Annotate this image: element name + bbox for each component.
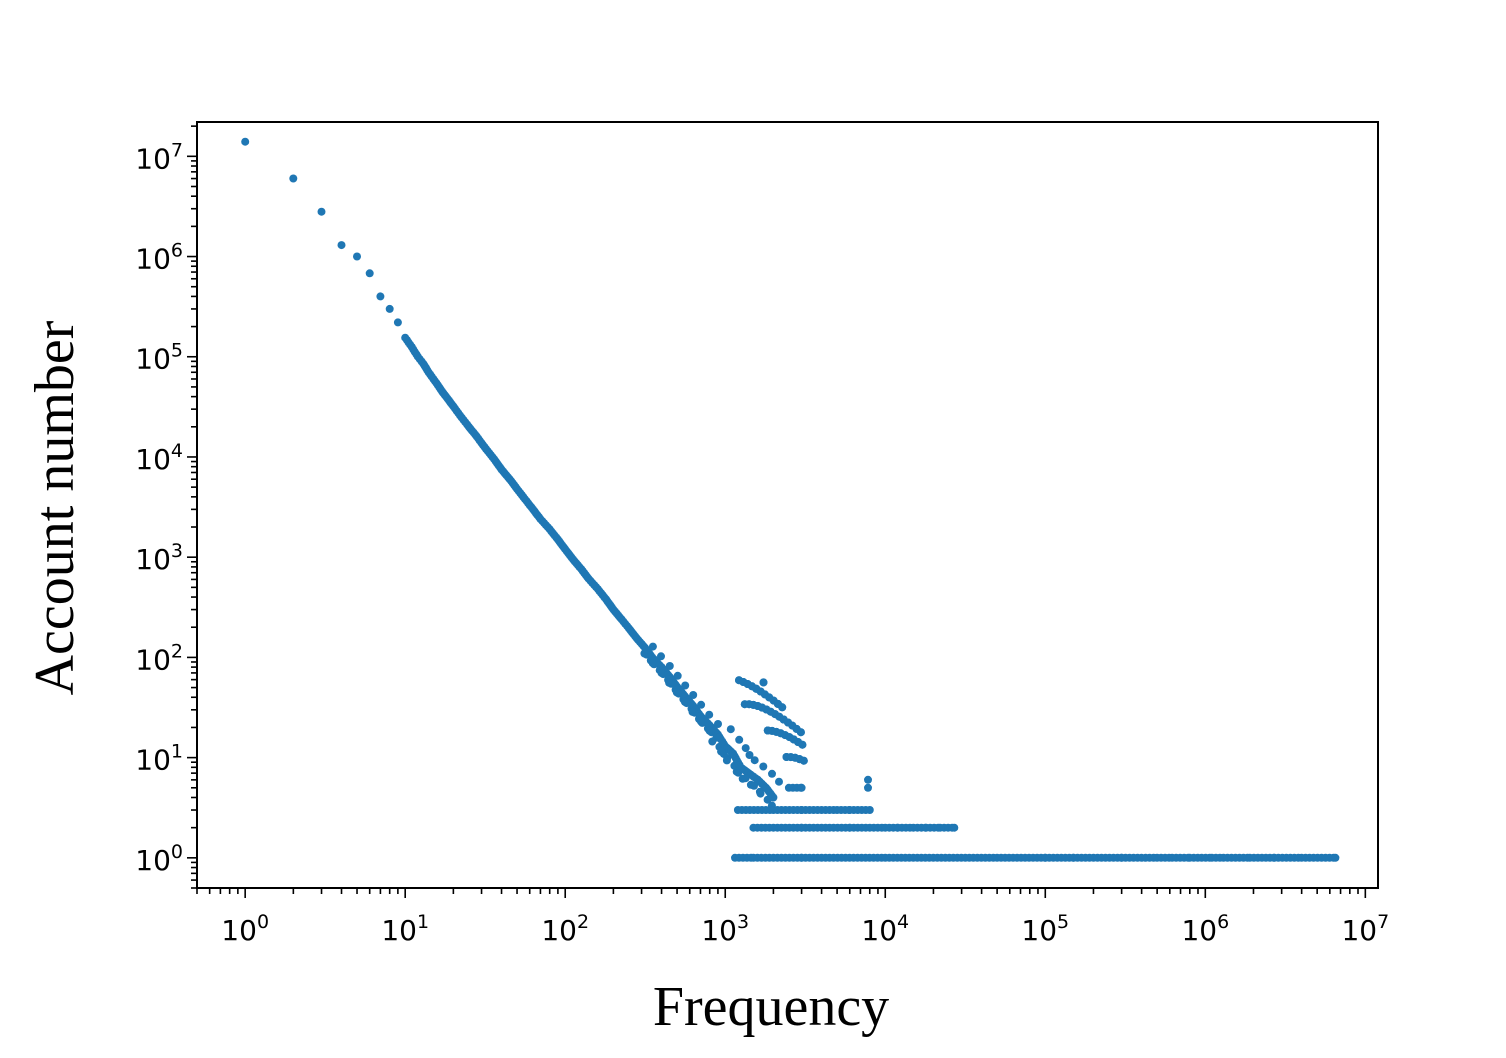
data-point — [337, 241, 346, 250]
data-point-fill — [768, 769, 776, 778]
data-point-fill — [665, 662, 674, 670]
data-point-fill — [697, 717, 705, 726]
data-point-noise — [763, 726, 772, 735]
x-tick-label: 101 — [381, 911, 429, 947]
data-point-fill — [735, 735, 744, 744]
x-tick-label: 104 — [861, 911, 909, 947]
data-point — [241, 137, 250, 146]
data-point-noise — [789, 735, 798, 744]
y-tick-label: 102 — [135, 640, 183, 676]
data-point-fill — [759, 762, 768, 771]
data-point — [365, 269, 374, 278]
data-point-noise — [779, 715, 788, 724]
x-tick-label: 103 — [701, 911, 749, 947]
data-point-noise — [759, 678, 768, 687]
data-point-fill — [657, 652, 665, 661]
axis-ticks — [187, 125, 1367, 898]
x-tick-label: 100 — [221, 911, 269, 947]
data-point-noise — [773, 699, 782, 708]
data-point-fill — [750, 781, 758, 790]
data-point-noise — [758, 703, 766, 712]
data-point-noise — [795, 755, 804, 764]
data-point-fill — [726, 725, 735, 734]
y-tick-label: 107 — [135, 139, 183, 175]
data-point-fill — [745, 751, 754, 759]
data-point — [317, 207, 326, 216]
data-point — [393, 318, 402, 327]
data-point — [797, 783, 806, 792]
data-point — [864, 775, 872, 784]
data-point-noise — [752, 684, 761, 693]
data-point-fill — [697, 700, 706, 709]
data-point-fill — [640, 649, 649, 658]
x-tick-label: 105 — [1021, 911, 1069, 947]
data-point-fill — [688, 707, 697, 716]
data-point-fill — [750, 756, 759, 765]
data-point-fill — [705, 710, 714, 719]
data-point-fill — [680, 697, 689, 706]
y-tick-label: 100 — [135, 841, 183, 877]
data-point — [353, 252, 361, 261]
data-point-fill — [708, 737, 717, 746]
data-point-fill — [714, 720, 722, 728]
data-point-fill — [648, 659, 657, 668]
data-point-fill — [756, 789, 765, 798]
data-point-noise — [798, 740, 807, 749]
data-points — [241, 137, 1340, 862]
data-point-fill — [673, 671, 682, 680]
data-point-fill — [648, 642, 657, 651]
data-point-fill — [717, 747, 726, 756]
y-tick-label: 105 — [135, 340, 183, 376]
plot-frame — [196, 121, 1379, 889]
tick-labels: 100 101 102 103 104 105 106 107 100 101 102 103 104 1… — [135, 139, 1389, 947]
data-point — [950, 823, 959, 832]
data-point — [864, 783, 872, 792]
data-point-fill — [665, 678, 674, 687]
data-point-fill — [672, 688, 681, 697]
y-tick-label: 106 — [135, 240, 183, 276]
x-tick-label: 106 — [1181, 911, 1229, 947]
data-point — [385, 304, 394, 313]
data-point-fill — [681, 681, 690, 690]
data-point-fill — [775, 777, 783, 786]
data-point — [865, 806, 874, 814]
data-point-fill — [705, 726, 714, 735]
data-point-fill — [689, 691, 698, 699]
x-tick-label: 107 — [1341, 911, 1389, 947]
data-point — [1331, 853, 1340, 862]
data-point-noise — [796, 728, 805, 737]
y-axis-title: Account number — [24, 320, 86, 695]
data-point — [289, 174, 298, 183]
data-point-fill — [741, 744, 750, 753]
data-point-fill — [732, 767, 741, 776]
x-axis-title: Frequency — [653, 976, 889, 1038]
x-tick-label: 102 — [541, 911, 589, 947]
y-tick-label: 101 — [135, 741, 183, 777]
data-point-fill — [741, 774, 750, 783]
data-point-fill — [722, 756, 731, 765]
data-point — [769, 793, 778, 802]
y-tick-label: 104 — [135, 440, 183, 476]
y-tick-label: 103 — [135, 540, 183, 576]
data-point — [376, 292, 385, 301]
data-point-fill — [657, 668, 666, 677]
